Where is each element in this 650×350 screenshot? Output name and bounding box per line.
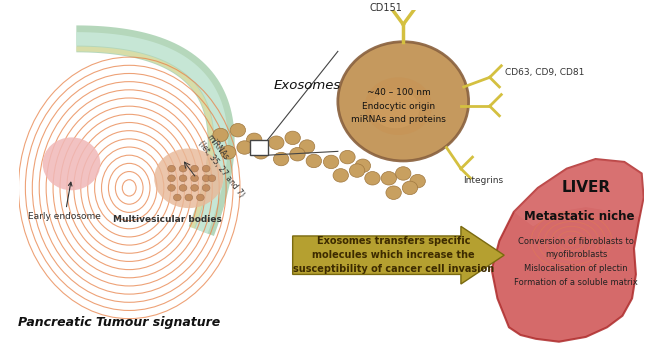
Ellipse shape [372,90,419,128]
Ellipse shape [290,147,305,161]
Ellipse shape [202,165,210,172]
Text: Integrins: Integrins [463,176,503,185]
Polygon shape [76,26,235,236]
Text: miRNAs
(let, 35, 27 and 7): miRNAs (let, 35, 27 and 7) [196,133,254,199]
Text: Exosomes: Exosomes [274,78,341,91]
Ellipse shape [274,152,289,166]
Text: CD151: CD151 [369,3,402,13]
Ellipse shape [338,42,469,161]
Ellipse shape [190,184,198,191]
Ellipse shape [386,186,401,200]
Ellipse shape [168,175,176,182]
Ellipse shape [365,77,432,135]
Ellipse shape [268,136,284,149]
Ellipse shape [285,131,300,145]
Text: Exosomes transfers specific
molecules which increase the
susceptibility of cance: Exosomes transfers specific molecules wh… [293,236,494,274]
Ellipse shape [168,165,176,172]
Ellipse shape [340,150,355,164]
Ellipse shape [208,175,216,182]
FancyBboxPatch shape [250,140,268,155]
Ellipse shape [246,133,262,147]
Ellipse shape [190,165,198,172]
Ellipse shape [174,194,181,201]
Ellipse shape [300,140,315,153]
Ellipse shape [179,175,187,182]
Text: Early endosome: Early endosome [28,182,101,221]
Ellipse shape [190,175,198,182]
Ellipse shape [213,128,228,142]
Ellipse shape [254,146,268,159]
Text: Metastatic niche: Metastatic niche [524,210,634,223]
Ellipse shape [202,175,210,182]
Ellipse shape [196,194,204,201]
Ellipse shape [365,172,380,185]
Ellipse shape [168,184,176,191]
Ellipse shape [237,141,252,154]
Polygon shape [514,159,644,226]
Ellipse shape [381,172,396,185]
Polygon shape [76,47,213,229]
Ellipse shape [396,167,411,180]
Ellipse shape [179,184,187,191]
Ellipse shape [202,184,210,191]
Ellipse shape [350,164,365,177]
Polygon shape [76,32,228,233]
Ellipse shape [355,159,370,173]
Text: ~40 – 100 nm
Endocytic origin
miRNAs and proteins: ~40 – 100 nm Endocytic origin miRNAs and… [351,89,446,124]
Ellipse shape [185,194,192,201]
Ellipse shape [230,124,246,137]
Ellipse shape [324,155,339,169]
Ellipse shape [410,174,425,188]
Ellipse shape [179,165,187,172]
Text: LIVER: LIVER [562,180,610,195]
FancyArrow shape [292,226,504,284]
Ellipse shape [43,138,100,190]
Text: Conversion of fibroblasts to
myofibroblasts
Mislocalisation of plectin
Formation: Conversion of fibroblasts to myofibrobla… [514,237,638,287]
Polygon shape [491,159,644,342]
Ellipse shape [220,146,236,159]
Ellipse shape [306,154,322,168]
Ellipse shape [333,169,348,182]
Ellipse shape [154,148,224,208]
Text: Pancreatic Tumour signature: Pancreatic Tumour signature [18,316,221,329]
Ellipse shape [402,181,418,195]
Text: CD63, CD9, CD81: CD63, CD9, CD81 [505,68,584,77]
Text: Multivesicular bodies: Multivesicular bodies [113,215,222,224]
